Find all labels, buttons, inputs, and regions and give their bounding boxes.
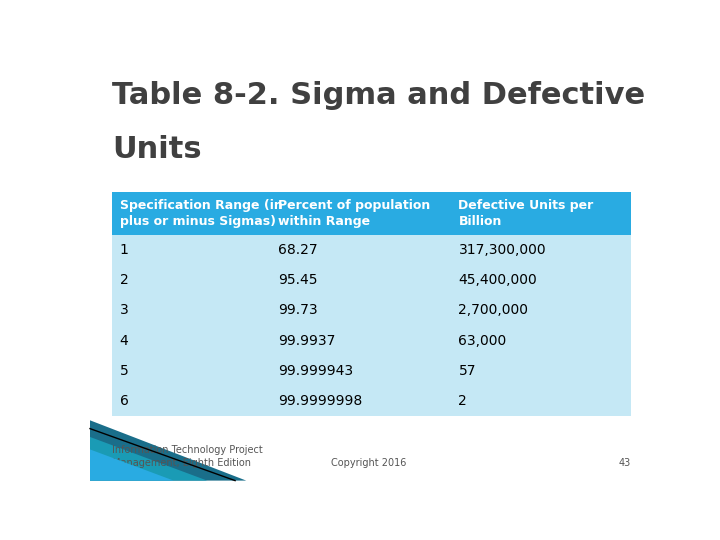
- FancyBboxPatch shape: [112, 326, 271, 356]
- Text: Percent of population
within Range: Percent of population within Range: [278, 199, 430, 228]
- FancyBboxPatch shape: [112, 192, 271, 235]
- Text: 1: 1: [120, 243, 128, 257]
- FancyBboxPatch shape: [451, 386, 631, 416]
- FancyBboxPatch shape: [112, 386, 271, 416]
- FancyBboxPatch shape: [271, 265, 451, 295]
- FancyBboxPatch shape: [271, 326, 451, 356]
- Text: 99.73: 99.73: [278, 303, 318, 318]
- Text: 95.45: 95.45: [278, 273, 318, 287]
- Polygon shape: [90, 420, 246, 481]
- FancyBboxPatch shape: [271, 356, 451, 386]
- Text: 99.999943: 99.999943: [278, 364, 353, 378]
- Text: 99.9999998: 99.9999998: [278, 394, 362, 408]
- Text: Copyright 2016: Copyright 2016: [331, 458, 407, 468]
- Polygon shape: [90, 449, 174, 481]
- FancyBboxPatch shape: [112, 295, 271, 326]
- FancyBboxPatch shape: [112, 265, 271, 295]
- Text: 2,700,000: 2,700,000: [459, 303, 528, 318]
- FancyBboxPatch shape: [451, 295, 631, 326]
- FancyBboxPatch shape: [112, 235, 271, 265]
- FancyBboxPatch shape: [112, 356, 271, 386]
- FancyBboxPatch shape: [271, 235, 451, 265]
- Text: Table 8-2. Sigma and Defective: Table 8-2. Sigma and Defective: [112, 82, 645, 111]
- Text: 2: 2: [459, 394, 467, 408]
- Text: 43: 43: [619, 458, 631, 468]
- Text: 99.9937: 99.9937: [278, 334, 336, 348]
- FancyBboxPatch shape: [451, 192, 631, 235]
- Text: 317,300,000: 317,300,000: [459, 243, 546, 257]
- FancyBboxPatch shape: [451, 356, 631, 386]
- Text: 3: 3: [120, 303, 128, 318]
- FancyBboxPatch shape: [451, 235, 631, 265]
- Text: 45,400,000: 45,400,000: [459, 273, 537, 287]
- Text: 2: 2: [120, 273, 128, 287]
- FancyBboxPatch shape: [271, 386, 451, 416]
- Text: Information Technology Project
Management, Eighth Edition: Information Technology Project Managemen…: [112, 446, 263, 469]
- Polygon shape: [90, 437, 207, 481]
- FancyBboxPatch shape: [271, 295, 451, 326]
- Text: Specification Range (in
plus or minus Sigmas): Specification Range (in plus or minus Si…: [120, 199, 282, 228]
- Text: 6: 6: [120, 394, 128, 408]
- Text: 57: 57: [459, 364, 476, 378]
- Text: 68.27: 68.27: [278, 243, 318, 257]
- FancyBboxPatch shape: [451, 326, 631, 356]
- Text: Units: Units: [112, 136, 202, 165]
- Text: Defective Units per
Billion: Defective Units per Billion: [459, 199, 594, 228]
- Text: 4: 4: [120, 334, 128, 348]
- Text: 5: 5: [120, 364, 128, 378]
- Text: 63,000: 63,000: [459, 334, 507, 348]
- FancyBboxPatch shape: [271, 192, 451, 235]
- FancyBboxPatch shape: [451, 265, 631, 295]
